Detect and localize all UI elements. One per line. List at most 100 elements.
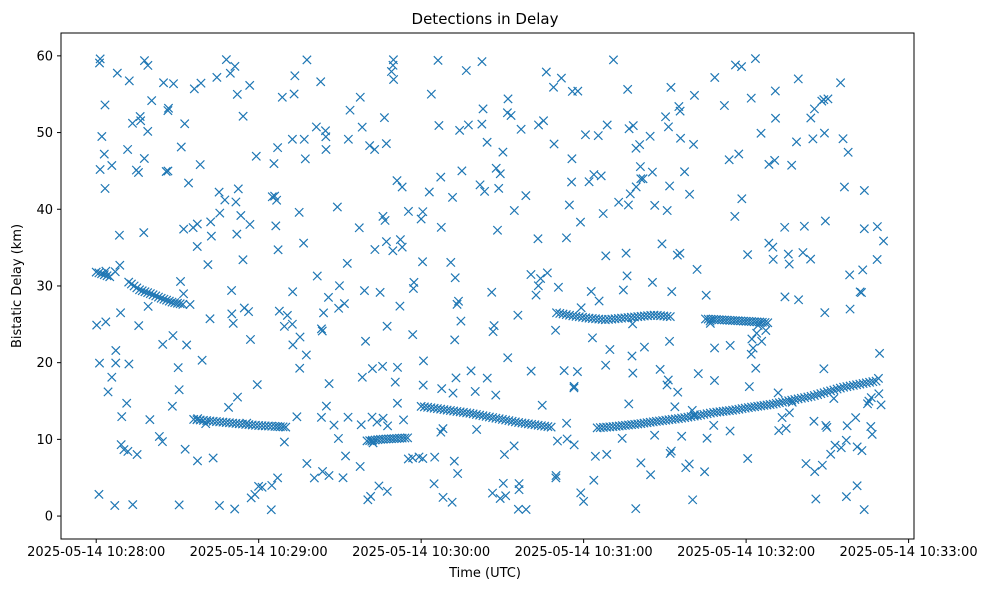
scatter-point (543, 422, 553, 432)
scatter-point (535, 273, 546, 284)
scatter-point (801, 458, 811, 469)
scatter-point (370, 244, 380, 255)
scatter-point (295, 363, 305, 373)
scatter-point (472, 424, 482, 435)
scatter-point (576, 488, 586, 498)
scatter-point (660, 112, 671, 122)
scatter-point (178, 289, 189, 299)
scatter-point (859, 185, 869, 196)
scatter-point (533, 281, 543, 291)
scatter-point (673, 387, 683, 397)
scatter-point (163, 105, 173, 116)
scatter-point (466, 366, 476, 376)
scatter-point (174, 385, 184, 395)
scatter-point (230, 61, 240, 72)
scatter-point (182, 340, 192, 350)
scatter-point (271, 221, 281, 231)
scatter-point (693, 369, 703, 379)
scatter-point (128, 500, 138, 510)
scatter-point (94, 358, 105, 368)
scatter-point (288, 340, 298, 350)
scatter-point (212, 72, 222, 83)
scatter-point (742, 249, 753, 260)
scatter-point (503, 353, 513, 363)
scatter-point (830, 440, 840, 450)
scatter-point (872, 221, 882, 232)
scatter-point (774, 425, 784, 436)
scatter-point (379, 113, 390, 123)
scatter-point (559, 366, 569, 376)
scatter-point (872, 254, 882, 265)
scatter-point (646, 310, 656, 321)
scatter-point (874, 348, 885, 359)
scatter-point (137, 286, 147, 296)
scatter-point (787, 397, 797, 407)
scatter-point (192, 241, 202, 252)
scatter-point (161, 295, 172, 305)
scatter-point (627, 351, 637, 361)
scatter-point (333, 433, 344, 444)
scatter-point (752, 328, 762, 338)
scatter-point (215, 208, 225, 218)
scatter-point (670, 402, 680, 412)
scatter-point (324, 470, 334, 481)
scatter-point (403, 454, 413, 464)
scatter-point (368, 438, 378, 448)
scatter-point (751, 363, 761, 373)
scatter-point (168, 79, 179, 89)
scatter-point (208, 453, 218, 463)
scatter-point (502, 108, 513, 118)
scatter-point (645, 131, 655, 141)
scatter-point (498, 147, 508, 157)
scatter-point (122, 398, 132, 408)
scatter-point (780, 292, 790, 302)
scatter-point (201, 419, 211, 429)
scatter-point (197, 355, 207, 365)
scatter-point (94, 268, 104, 278)
scatter-point (189, 84, 199, 94)
scatter-point (377, 361, 388, 371)
scatter-point (674, 101, 684, 112)
scatter-point (636, 174, 646, 184)
scatter-point (192, 456, 203, 466)
scatter-point (180, 444, 190, 454)
scatter-point (636, 458, 646, 468)
y-tick-label: 0 (45, 510, 53, 525)
scatter-point (408, 330, 418, 340)
scatter-point (621, 248, 631, 258)
scatter-point (167, 297, 177, 307)
scatter-point (478, 104, 488, 114)
scatter-point (343, 412, 353, 422)
scatter-point (438, 492, 448, 503)
scatter-point (770, 155, 780, 165)
scatter-point (127, 118, 138, 128)
scatter-point (185, 299, 195, 310)
scatter-point (876, 400, 886, 410)
scatter-point (835, 78, 846, 88)
scatter-point (546, 422, 556, 432)
scatter-point (816, 389, 826, 399)
scatter-point (587, 333, 598, 343)
scatter-point (655, 364, 665, 374)
scatter-point (867, 429, 877, 439)
x-tick-label: 2025-05-14 10:31:00 (515, 545, 653, 560)
scatter-point (355, 92, 365, 102)
scatter-point (172, 298, 183, 308)
scatter-point (359, 286, 370, 296)
scatter-point (793, 74, 803, 84)
scatter-point (768, 242, 778, 252)
scatter-point (628, 368, 638, 378)
scatter-point (124, 76, 134, 86)
scatter-point (730, 211, 740, 222)
scatter-point (862, 399, 873, 409)
scatter-point (101, 317, 111, 327)
scatter-point (115, 308, 126, 318)
scatter-point (487, 488, 498, 498)
scatter-point (562, 434, 572, 444)
scatter-point (321, 144, 331, 155)
scatter-point (225, 68, 235, 78)
scatter-point (334, 303, 344, 313)
scatter-point (753, 320, 763, 330)
scatter-point (429, 479, 439, 489)
scatter-point (418, 207, 428, 217)
